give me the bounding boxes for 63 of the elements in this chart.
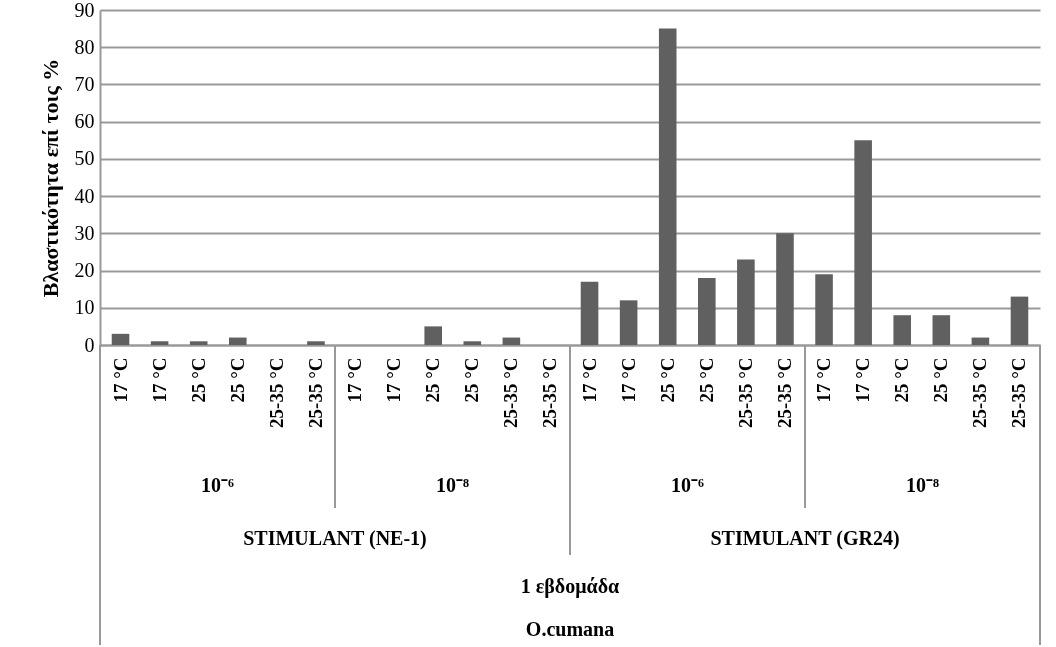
y-tick-label: 80 (74, 35, 95, 58)
bar (502, 337, 521, 345)
bar (737, 259, 755, 345)
bar (698, 278, 716, 345)
bar (307, 341, 325, 345)
y-tick-label: 0 (84, 333, 95, 356)
y-tick-label: 50 (74, 147, 95, 170)
y-tick-label: 90 (74, 0, 95, 21)
bar (932, 315, 951, 345)
bar (854, 140, 872, 345)
bar (619, 300, 638, 345)
x-tick-label: 17 °C (578, 357, 600, 403)
bar (463, 341, 482, 345)
x-tick-label: 25-35 °C (500, 357, 522, 428)
y-tick-label: 60 (74, 110, 95, 133)
x-tick-label: 17 °C (344, 357, 366, 403)
x-tick-label: 25-35 °C (539, 357, 561, 428)
x-tick-label: 25 °C (656, 357, 678, 403)
bar (580, 281, 599, 345)
x-tick-label: 25 °C (226, 357, 248, 403)
x-tick-label: 25-35 °C (734, 357, 756, 428)
y-axis-title: Βλαστικότητα επί τοις % (37, 58, 63, 298)
text: STIMULANT (GR24) (710, 527, 900, 550)
x-tick-label: 25-35 °C (773, 357, 795, 428)
text: 1 εβδομάδα (520, 575, 620, 598)
text: 10⁻⁶ (671, 474, 704, 496)
x-tick-label: 17 °C (852, 357, 874, 403)
x-tick-label: 17 °C (813, 357, 835, 403)
text: 10⁻⁸ (436, 474, 469, 496)
bar (150, 341, 169, 345)
x-tick-label: 17 °C (148, 357, 170, 403)
x-tick-label: 25 °C (695, 357, 717, 403)
x-tick-label: 25 °C (461, 357, 483, 403)
x-tick-label: 25 °C (891, 357, 913, 403)
x-tick-label: 17 °C (109, 357, 131, 403)
x-tick-label: 25 °C (930, 357, 952, 403)
x-tick-label: 17 °C (617, 357, 639, 403)
bar (228, 337, 247, 345)
y-tick-label: 70 (74, 72, 95, 95)
bar (111, 333, 130, 345)
bar (424, 326, 442, 345)
x-tick-label: 25 °C (422, 357, 444, 403)
bar (189, 341, 208, 345)
text: 10⁻⁶ (201, 474, 234, 496)
y-tick-label: 20 (74, 259, 95, 282)
text: 10⁻⁸ (906, 474, 939, 496)
x-tick-label: 17 °C (383, 357, 405, 403)
bar (658, 28, 677, 345)
y-tick-label: 30 (74, 221, 95, 244)
y-tick-label: 40 (74, 184, 95, 207)
bar (815, 274, 833, 345)
x-tick-label: 25-35 °C (969, 357, 991, 428)
x-tick-label: 25 °C (187, 357, 209, 403)
bar (893, 315, 912, 345)
text: STIMULANT (NE-1) (243, 527, 427, 550)
y-tick-label: 10 (74, 296, 95, 319)
bar (776, 233, 794, 345)
bar (971, 337, 990, 345)
x-tick-label: 25-35 °C (1008, 357, 1030, 428)
bar (1010, 296, 1029, 345)
x-tick-label: 25-35 °C (265, 357, 287, 428)
x-tick-label: 25-35 °C (304, 357, 326, 428)
text: O.cumana (525, 618, 615, 640)
